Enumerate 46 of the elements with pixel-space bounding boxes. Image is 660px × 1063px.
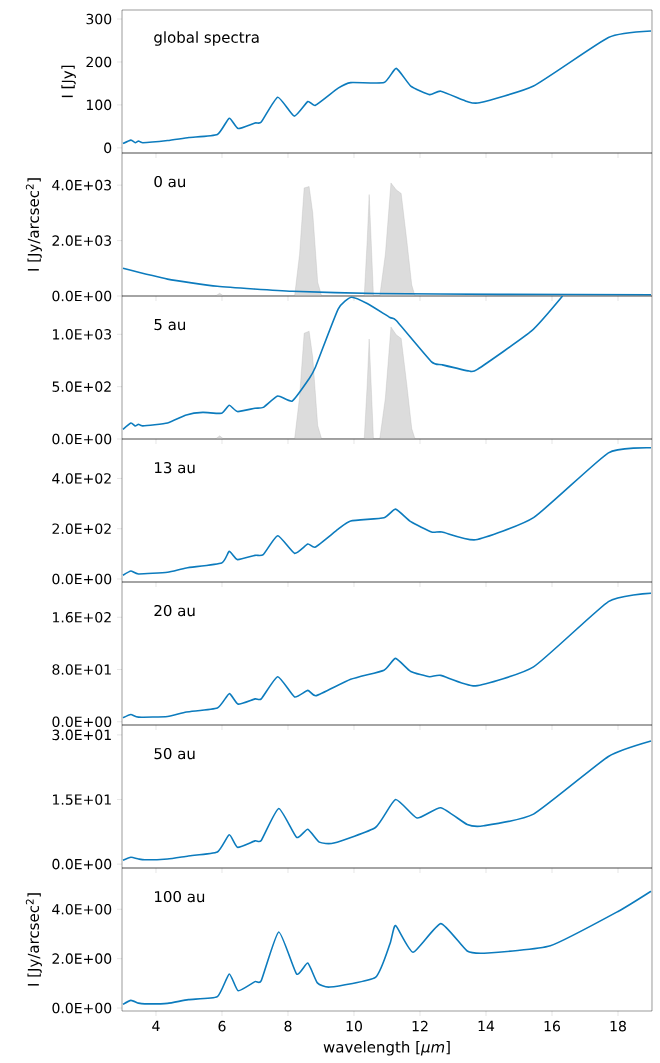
x-tick-label: 18: [610, 1020, 626, 1032]
x-tick-label: 16: [544, 1020, 561, 1032]
x-axis-title: wavelength [μm]: [323, 1041, 450, 1056]
annotation: 5 au: [154, 319, 185, 331]
line-series: [122, 446, 652, 577]
y-tick-label: 4.0E+02: [52, 473, 111, 484]
line-series: [122, 890, 652, 1006]
x-tick-label: 10: [346, 1020, 362, 1032]
y-tick-label: 2.0E+03: [52, 235, 112, 246]
y-tick-label: 3.0E+01: [52, 729, 111, 741]
y-tick-label: 0.0E+00: [52, 858, 112, 870]
x-tick-label: 12: [412, 1020, 428, 1032]
y-tick-label: 1.0E+03: [53, 329, 112, 340]
y-tick-label: 0: [104, 142, 112, 154]
annotation: 0 au: [154, 175, 185, 188]
line-series: [122, 30, 652, 145]
y-tick-label: 2.0E+00: [52, 953, 112, 964]
annotation: 100 au: [155, 890, 205, 903]
y-axis-title: I [Jy/arcsec$^{2}$]: [25, 893, 42, 986]
y-tick-label: 0.0E+00: [52, 290, 112, 302]
x-tick-label: 14: [478, 1020, 495, 1032]
y-axis-title: I [Jy]: [61, 65, 76, 98]
y-tick-label: 5.0E+02: [52, 381, 111, 392]
annotation: global spectra: [154, 31, 259, 46]
y-tick-label: 4.0E+03: [52, 179, 112, 191]
y-tick-label: 1.6E+02: [53, 611, 111, 623]
y-tick-label: 0.0E+00: [52, 1002, 112, 1014]
y-tick-label: 0.0E+00: [52, 716, 112, 728]
y-tick-label: 200: [86, 56, 112, 68]
annotation: 50 au: [154, 747, 195, 760]
y-tick-label: 2.0E+02: [52, 523, 111, 535]
y-tick-label: 1.5E+01: [53, 794, 111, 805]
x-tick-label: 4: [152, 1020, 160, 1032]
x-tick-label: 8: [284, 1020, 292, 1032]
y-tick-label: 100: [86, 99, 112, 111]
y-tick-label: 300: [86, 13, 112, 25]
y-tick-label: 8.0E+01: [52, 664, 111, 675]
annotation: 13 au: [155, 461, 195, 474]
y-tick-label: 0.0E+00: [52, 433, 112, 445]
line-series: [122, 740, 652, 862]
y-tick-label: 0.0E+00: [52, 573, 112, 585]
x-tick-label: 6: [218, 1020, 226, 1032]
line-series: [122, 592, 652, 719]
y-tick-label: 4.0E+00: [52, 903, 112, 915]
y-axis-title: I [Jy/arcsec$^{2}$]: [25, 178, 42, 271]
annotation: 20 au: [154, 604, 195, 617]
